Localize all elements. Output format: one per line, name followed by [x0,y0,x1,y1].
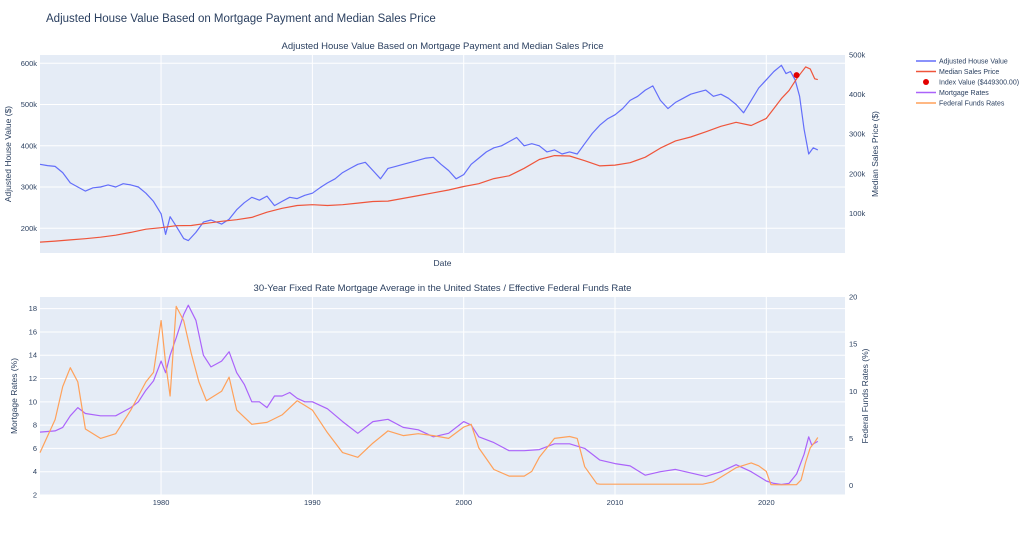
y2-tick-label: 20 [849,293,857,302]
page-title: Adjusted House Value Based on Mortgage P… [46,13,436,25]
legend-label: Federal Funds Rates [939,101,1005,108]
legend-item-mortgage-rates[interactable]: Mortgage Rates [916,90,989,97]
y2-tick-label: 500k [849,51,866,60]
y-tick-label: 600k [21,59,38,68]
chart-title: Adjusted House Value Based on Mortgage P… [282,41,604,52]
x-tick-label: 2000 [455,498,472,507]
y2-tick-label: 5 [849,434,853,443]
index-value-marker [793,72,800,79]
y-tick-label: 300k [21,183,38,192]
y-tick-label: 2 [33,491,37,500]
legend-item-median-sales-price[interactable]: Median Sales Price [916,69,999,76]
y2-tick-label: 300k [849,130,866,139]
median-sales-price-line [39,66,818,243]
adjusted-house-value-line [39,64,819,242]
y-tick-label: 6 [33,444,37,453]
legend: Adjusted House Value Median Sales Price In… [916,59,1019,108]
bottom-chart-panel: 2 4 6 8 10 12 14 16 18 0 5 10 15 20 1980 1990 2000 2010 20… [9,283,870,507]
y2-tick-label: 400k [849,90,866,99]
y2-tick-label: 15 [849,340,857,349]
x-tick-label: 1980 [153,498,170,507]
y-tick-label: 18 [29,304,37,313]
chart-title: 30-Year Fixed Rate Mortgage Average in t… [254,283,632,294]
legend-marker-symbol [923,79,929,85]
top-chart-panel: 200k 300k 400k 500k 600k 100k 200k 300k 400k 500k… [3,41,880,268]
y2-axis-label: Median Sales Price ($) [870,111,880,197]
federal-funds-rates-line [39,305,819,486]
y-tick-label: 12 [29,374,37,383]
y-axis-label: Adjusted House Value ($) [3,106,13,202]
mortgage-rates-line [39,304,819,486]
legend-label: Mortgage Rates [939,90,989,97]
x-tick-label: 2010 [607,498,624,507]
legend-label: Index Value ($449300.00) [939,80,1019,87]
plot-area [40,55,845,253]
y-tick-label: 16 [29,327,37,336]
y-tick-label: 200k [21,224,38,233]
y2-tick-label: 100k [849,209,866,218]
y-tick-label: 400k [21,141,38,150]
y-axis-label: Mortgage Rates (%) [9,358,19,434]
x-axis-label: Date [434,258,452,268]
y-tick-label: 4 [33,467,37,476]
y-tick-label: 10 [29,397,37,406]
y2-tick-label: 0 [849,481,853,490]
x-tick-label: 1990 [304,498,321,507]
legend-label: Median Sales Price [939,69,999,76]
legend-item-index-value[interactable]: Index Value ($449300.00) [923,79,1019,87]
legend-item-federal-funds-rates[interactable]: Federal Funds Rates [916,101,1005,108]
y-tick-label: 14 [29,351,37,360]
y-tick-label: 500k [21,100,38,109]
x-tick-label: 2020 [758,498,775,507]
legend-label: Adjusted House Value [939,59,1008,66]
legend-item-adjusted-house-value[interactable]: Adjusted House Value [916,59,1008,66]
y-tick-label: 8 [33,421,37,430]
y2-tick-label: 200k [849,169,866,178]
y2-tick-label: 10 [849,387,857,396]
y2-axis-label: Federal Funds Rates (%) [860,348,870,443]
